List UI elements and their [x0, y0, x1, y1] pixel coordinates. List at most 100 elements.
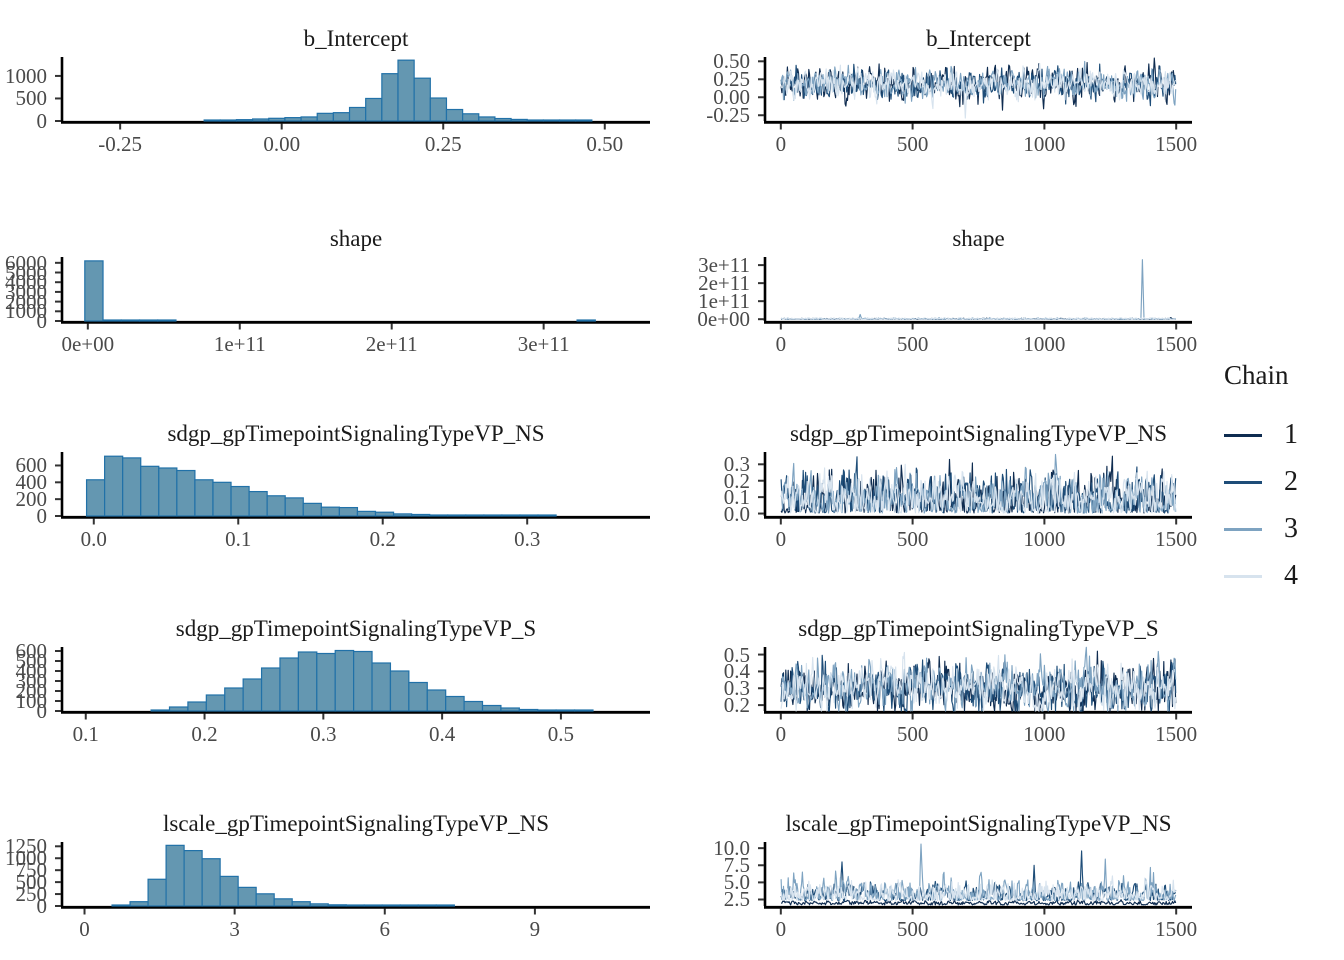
y-tick-label: 500 — [15, 870, 48, 895]
trace-plot — [758, 257, 1192, 330]
x-tick-label: 0.1 — [225, 527, 252, 551]
x-tick-label: 0 — [775, 527, 787, 551]
y-tick-label: -0.25 — [706, 103, 750, 128]
y-tick-label: 0.3 — [723, 452, 750, 477]
y-tick-label: 0 — [36, 309, 48, 333]
panel-title: b_Intercept — [926, 26, 1031, 51]
panel-title: sdgp_gpTimepointSignalingTypeVP_S — [175, 616, 537, 641]
panel-title: sdgp_gpTimepointSignalingTypeVP_NS — [789, 421, 1168, 446]
trace-line-chain-4 — [780, 317, 1176, 320]
y-tick-label: 0.5 — [723, 642, 750, 667]
x-tick-label: 1e+11 — [213, 332, 266, 356]
x-tick-label: 1000 — [1023, 527, 1066, 551]
legend-label: 4 — [1284, 560, 1298, 591]
y-tick-label: 1e+11 — [698, 289, 750, 314]
x-tick-label: 1500 — [1155, 332, 1198, 356]
y-tick-label: 7.5 — [723, 853, 750, 878]
y-tick-label: 0.3 — [723, 676, 750, 701]
x-tick-label: 6 — [379, 917, 391, 941]
y-tick-label: 750 — [15, 858, 48, 883]
x-tick-label: 0 — [775, 332, 787, 356]
y-tick-label: 2.5 — [723, 887, 750, 912]
legend-label: 1 — [1284, 419, 1298, 450]
y-tick-label: 0e+00 — [697, 307, 750, 332]
x-tick-label: 2e+11 — [365, 332, 418, 356]
trace-line-chain-4 — [780, 875, 1177, 902]
legend-label: 2 — [1284, 466, 1298, 497]
legend-item-3: 3 — [1224, 512, 1298, 546]
x-tick-label: 500 — [896, 917, 929, 941]
y-tick-label: 1000 — [5, 63, 47, 88]
y-tick-label: 0.2 — [723, 693, 750, 718]
legend-item-4: 4 — [1224, 559, 1298, 593]
x-tick-label: 3e+11 — [517, 332, 570, 356]
x-tick-label: 0.2 — [369, 527, 396, 551]
y-tick-label: 200 — [15, 679, 48, 703]
legend-item-1: 1 — [1224, 418, 1298, 452]
trace-line-chain-4 — [780, 651, 1177, 712]
x-tick-label: 500 — [896, 332, 929, 356]
histogram-plot — [55, 257, 650, 330]
legend-label: 3 — [1284, 513, 1298, 544]
x-tick-label: 1500 — [1155, 917, 1198, 941]
y-tick-label: 500 — [15, 86, 48, 111]
trace-plot — [758, 57, 1192, 130]
legend-title: Chain — [1224, 360, 1289, 390]
y-tick-label: 0.00 — [713, 85, 750, 110]
y-tick-label: 5000 — [5, 260, 47, 285]
chain-4-line-swatch — [1224, 574, 1262, 578]
legend-item-2: 2 — [1224, 465, 1298, 499]
x-tick-label: 0.25 — [424, 132, 462, 156]
trace-line-chain-3 — [780, 259, 1176, 320]
trace-line-chain-1 — [781, 898, 1177, 906]
histogram-plot — [55, 57, 650, 130]
y-tick-label: 10.0 — [713, 836, 750, 861]
y-tick-label: 0 — [36, 109, 48, 133]
x-tick-label: 500 — [896, 722, 929, 746]
y-tick-label: 1000 — [5, 299, 47, 324]
y-tick-label: 250 — [15, 882, 48, 907]
x-tick-label: 0e+00 — [61, 332, 115, 356]
y-tick-label: 0.25 — [713, 67, 750, 92]
y-tick-label: 500 — [15, 649, 48, 673]
histogram-plot — [55, 647, 650, 720]
x-tick-label: 0.00 — [263, 132, 301, 156]
y-tick-label: 0.50 — [713, 49, 750, 74]
y-tick-label: 2e+11 — [698, 271, 750, 296]
panel-title: b_Intercept — [303, 26, 409, 51]
y-tick-label: 400 — [15, 659, 48, 683]
y-tick-label: 600 — [15, 453, 48, 478]
x-tick-label: 0.1 — [72, 722, 99, 746]
y-tick-label: 0.1 — [723, 485, 750, 510]
y-tick-label: 0.2 — [723, 468, 750, 493]
panel-title: sdgp_gpTimepointSignalingTypeVP_S — [798, 616, 1159, 641]
y-tick-label: 5.0 — [723, 870, 750, 895]
panel-title: shape — [952, 226, 1005, 251]
x-tick-label: 0 — [775, 917, 787, 941]
x-tick-label: 0.3 — [514, 527, 541, 551]
x-tick-label: 1500 — [1155, 132, 1198, 156]
trace-line-chain-3 — [780, 843, 1177, 902]
trace-plot — [758, 842, 1192, 915]
y-tick-label: 3e+11 — [698, 253, 750, 278]
x-tick-label: 0 — [775, 132, 787, 156]
y-tick-label: 2000 — [5, 289, 47, 314]
x-tick-label: 500 — [896, 527, 929, 551]
histogram-plot — [55, 452, 650, 525]
x-tick-label: 1500 — [1155, 722, 1198, 746]
panel-title: lscale_gpTimepointSignalingTypeVP_NS — [785, 811, 1172, 836]
x-tick-label: 1000 — [1023, 722, 1066, 746]
trace-line-chain-2 — [780, 456, 1177, 514]
panel-title: lscale_gpTimepointSignalingTypeVP_NS — [163, 811, 549, 836]
y-tick-label: 100 — [15, 689, 48, 713]
y-tick-label: 300 — [15, 669, 48, 693]
x-tick-label: 1000 — [1023, 132, 1066, 156]
x-tick-label: 0.50 — [586, 132, 624, 156]
y-tick-label: 3000 — [5, 279, 47, 304]
x-tick-label: 0 — [775, 722, 787, 746]
trace-line-chain-4 — [780, 463, 1177, 514]
y-tick-label: 400 — [15, 470, 48, 495]
x-tick-label: 0.5 — [547, 722, 575, 746]
trace-plot — [758, 646, 1192, 720]
